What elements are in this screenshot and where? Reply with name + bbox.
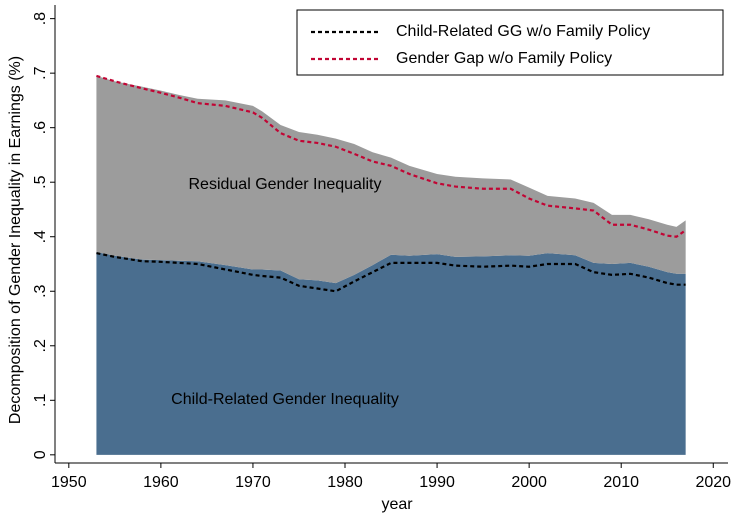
y-tick-label: .5 [32, 175, 49, 188]
area-label: Child-Related Gender Inequality [171, 391, 399, 408]
x-tick-label: 1970 [235, 474, 271, 491]
x-tick-label: 1950 [51, 474, 87, 491]
line [96, 252, 686, 293]
y-tick-label: .2 [32, 339, 49, 352]
x-tick-label: 2010 [603, 474, 639, 491]
legend-box [296, 9, 724, 76]
y-tick-label: .1 [32, 394, 49, 407]
area-label: Residual Gender Inequality [188, 176, 381, 193]
x-tick-label: 2000 [511, 474, 547, 491]
legend-label: Gender Gap w/o Family Policy [396, 50, 612, 67]
y-axis-label: Decomposition of Gender Inequality in Ea… [7, 56, 24, 424]
area [96, 75, 686, 284]
x-axis-label: year [381, 496, 413, 513]
y-tick-label: .8 [32, 12, 49, 25]
x-tick-label: 1990 [419, 474, 455, 491]
legend-label: Child-Related GG w/o Family Policy [396, 23, 650, 40]
x-tick-label: 1980 [327, 474, 363, 491]
y-tick-label: .6 [32, 121, 49, 134]
area [96, 251, 686, 455]
y-tick-label: 0 [32, 450, 49, 459]
y-tick-label: .3 [32, 284, 49, 297]
x-tick-label: 1960 [143, 474, 179, 491]
y-tick-label: .4 [32, 230, 49, 243]
line [96, 74, 687, 238]
y-tick-label: .7 [32, 66, 49, 79]
x-tick-label: 2020 [695, 474, 731, 491]
